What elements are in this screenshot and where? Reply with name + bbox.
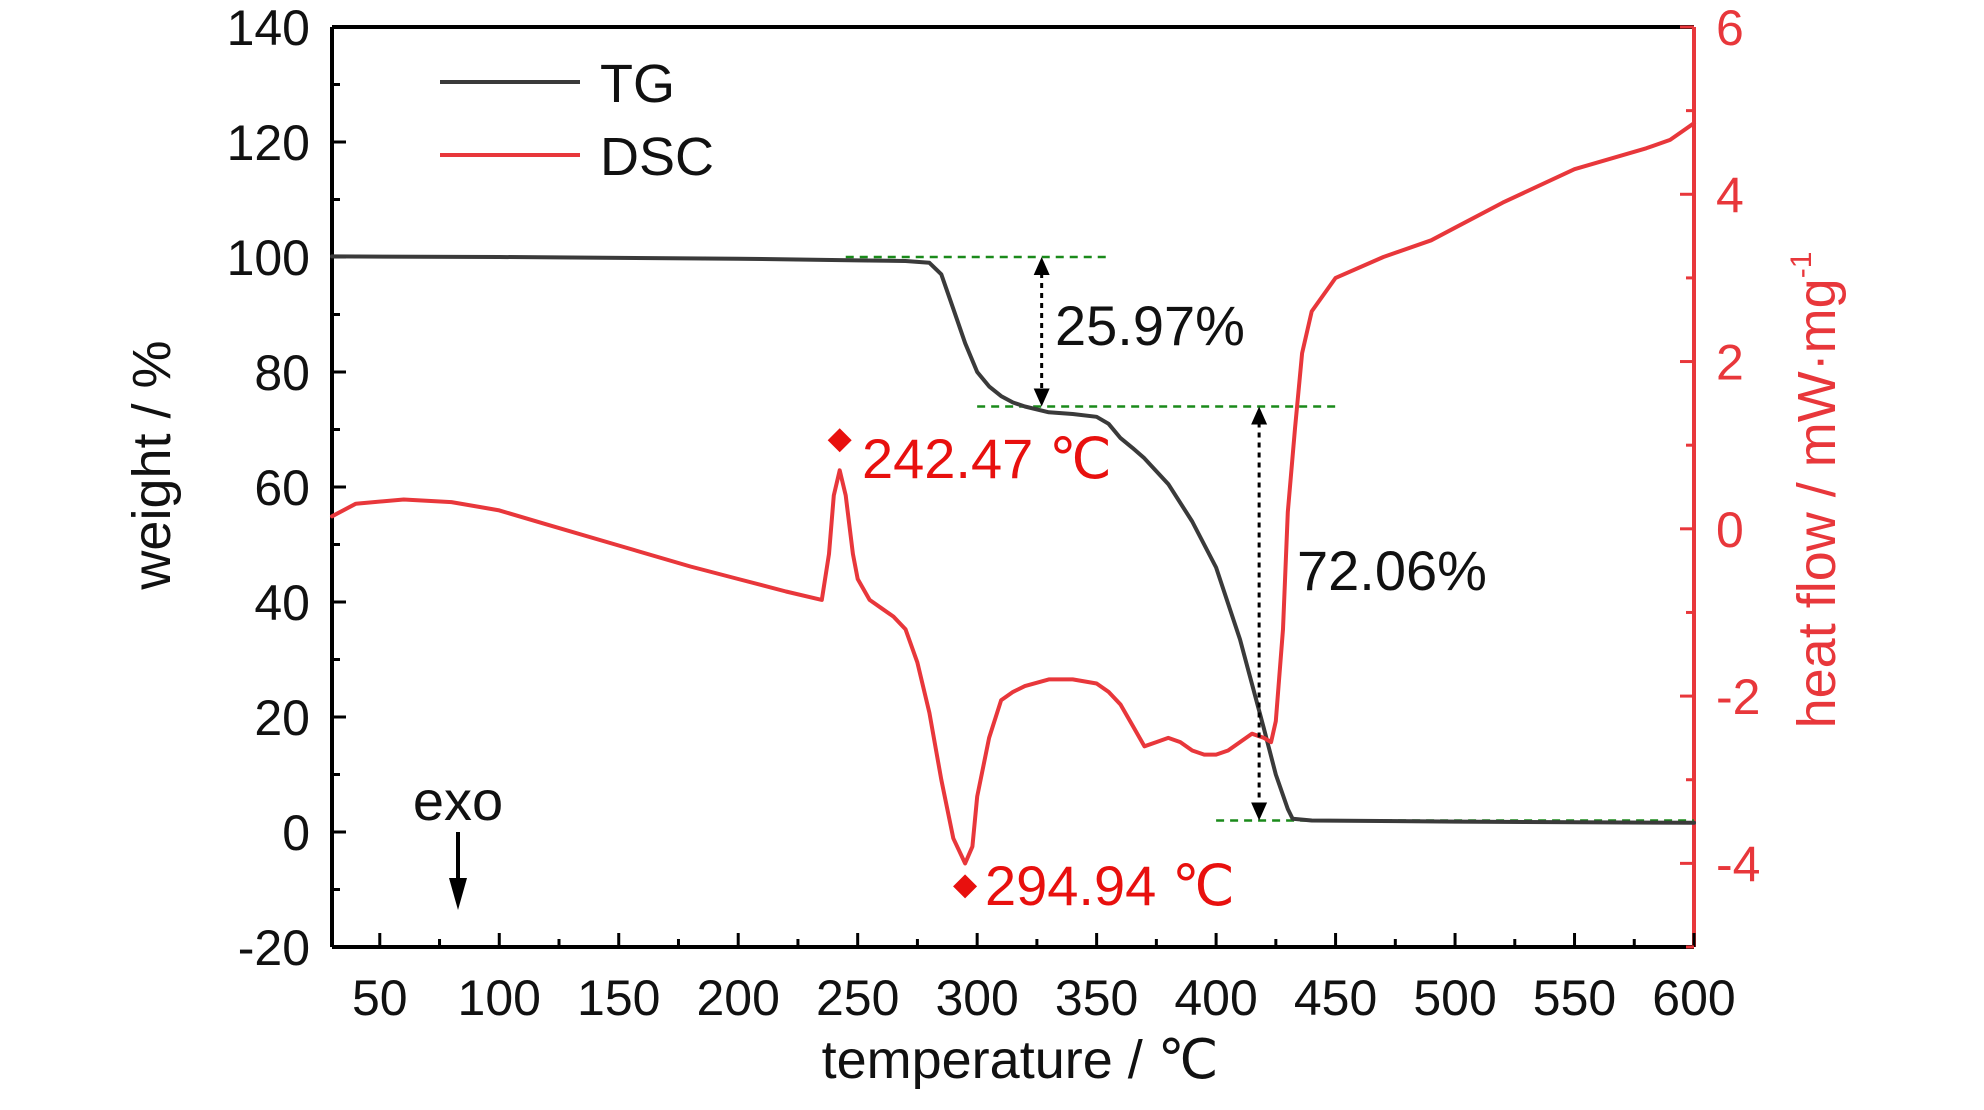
y-right-tick-label: 0: [1716, 502, 1744, 558]
x-tick-label: 50: [352, 970, 408, 1026]
tg-series-line: [330, 254, 1696, 825]
x-tick-label: 100: [458, 970, 541, 1026]
y-right-tick-label: -2: [1716, 669, 1760, 725]
x-tick-label: 600: [1652, 970, 1735, 1026]
y-right-axis-title-main: heat flow / mW·mg: [1787, 278, 1847, 728]
x-tick-label: 400: [1174, 970, 1257, 1026]
step-arrow-head: [1251, 406, 1268, 425]
step-arrow-head: [1033, 388, 1050, 407]
x-tick-label: 200: [696, 970, 779, 1026]
y-left-tick-label: 80: [254, 345, 310, 401]
exo-label: exo: [413, 769, 503, 832]
step2-label: 72.06%: [1297, 539, 1487, 602]
y-right-axis-title-sup: -1: [1785, 252, 1818, 279]
y-left-tick-label: 120: [227, 115, 310, 171]
x-tick-label: 250: [816, 970, 899, 1026]
x-tick-label: 350: [1055, 970, 1138, 1026]
peak1-label: 242.47 ℃: [862, 427, 1112, 490]
peak2-label: 294.94 ℃: [985, 854, 1235, 917]
y-right-axis-title: heat flow / mW·mg-1: [1785, 252, 1847, 729]
step1-label: 25.97%: [1055, 294, 1245, 357]
y-left-tick-label: -20: [238, 920, 310, 976]
legend-tg-label: TG: [600, 54, 675, 114]
y-left-tick-label: 40: [254, 575, 310, 631]
step-arrow-head: [1033, 257, 1050, 275]
y-left-tick-label: 0: [282, 805, 310, 861]
y-right-tick-label: 4: [1716, 167, 1744, 223]
y-right-tick-label: 2: [1716, 335, 1744, 391]
x-tick-label: 300: [935, 970, 1018, 1026]
peak-marker: [827, 428, 852, 453]
y-left-tick-label: 60: [254, 460, 310, 516]
y-left-tick-label: 100: [227, 230, 310, 286]
y-right-tick-label: 6: [1716, 0, 1744, 56]
legend: TG DSC: [440, 54, 714, 187]
legend-dsc-label: DSC: [600, 127, 714, 187]
x-axis-title: temperature / ℃: [822, 1030, 1219, 1090]
y-left-axis-title: weight / %: [122, 340, 182, 590]
x-tick-label: 500: [1413, 970, 1496, 1026]
exo-arrow: [449, 832, 467, 910]
peak-marker: [953, 874, 978, 899]
y-left-tick-label: 140: [227, 0, 310, 56]
step-arrow-head: [1251, 802, 1268, 821]
dsc-series-line: [330, 121, 1696, 866]
y-right-tick-label: -4: [1716, 836, 1760, 892]
y-left-tick-label: 20: [254, 690, 310, 746]
x-tick-label: 550: [1533, 970, 1616, 1026]
x-tick-label: 150: [577, 970, 660, 1026]
plot-layer: 50 100 150 200 250 300 350 400 450 500 550 600-2002…: [227, 0, 1761, 1026]
x-tick-label: 450: [1294, 970, 1377, 1026]
